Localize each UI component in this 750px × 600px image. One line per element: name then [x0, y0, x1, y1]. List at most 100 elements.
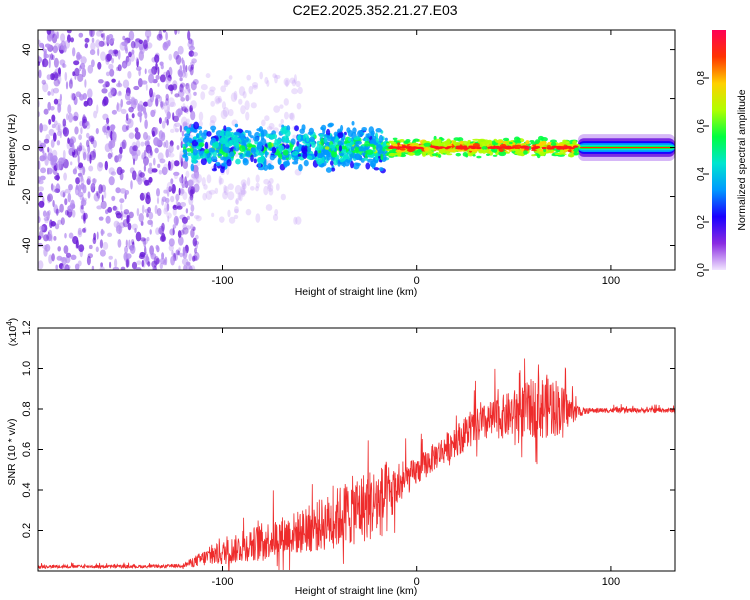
spectrogram-haze-cell [267, 180, 272, 190]
spectrogram-noise-cell [89, 99, 92, 107]
spectrogram-strong-band-cell [476, 155, 482, 159]
spectrogram-peak-cell [551, 145, 559, 149]
spectrogram-noise-cell [62, 191, 66, 198]
spectrogram-band-cell [211, 155, 218, 162]
spectrogram-haze-cell [293, 74, 297, 84]
spectrogram-noise-cell [131, 223, 138, 230]
spectrogram-haze-cell [242, 91, 247, 99]
spectrogram-noise-cell [82, 116, 87, 124]
spectrogram-noise-cell [145, 83, 148, 91]
spectrogram-noise-cell [89, 150, 97, 161]
snr-x-tick-label: 0 [414, 576, 420, 588]
spectrogram-noise-cell [72, 168, 77, 175]
spectrogram-band-cell [358, 130, 364, 135]
spectrogram-haze-cell [272, 214, 279, 222]
spectrogram-noise-cell [168, 238, 175, 247]
spectrogram-noise-cell [91, 265, 95, 270]
spectrogram-noise-cell [111, 195, 116, 201]
spectrogram-haze-cell [195, 215, 202, 222]
spectrogram-band-cell [221, 135, 227, 142]
spectrogram-peak-cell [535, 146, 541, 149]
spectrogram-haze-cell [198, 120, 203, 128]
spectrogram-noise-cell [179, 176, 183, 183]
spectrogram-noise-cell [155, 227, 161, 235]
spectrogram-noise-cell [120, 210, 123, 221]
spectrogram-noise-cell [194, 247, 197, 254]
spectrogram-strong-band-cell [557, 143, 565, 147]
spectrogram-band-cell [298, 164, 303, 172]
spectrogram-noise-cell [192, 237, 197, 247]
spectrogram-noise-cell [155, 94, 161, 99]
spectrogram-noise-cell [172, 227, 175, 236]
spectrogram-haze-cell [168, 152, 175, 158]
spectrogram-noise-cell [63, 172, 67, 181]
spectrogram-haze-cell [228, 108, 234, 117]
spectrogram-noise-cell [149, 149, 153, 156]
spectrogram-band-cell [204, 141, 209, 150]
spectrogram-noise-cell [136, 260, 142, 266]
spectrogram-band-cell [253, 153, 257, 158]
spectrogram-noise-cell [135, 57, 139, 62]
snr-y-tick-label: 1.0 [21, 361, 33, 376]
spectrogram-noise-cell [146, 236, 150, 242]
spectrogram-band-cell [316, 143, 324, 152]
spectrogram-noise-cell [115, 206, 119, 213]
spectrogram-noise-cell [112, 266, 120, 270]
spectrogram-noise-cell [78, 134, 82, 141]
spectrogram-noise-cell [162, 260, 166, 266]
spectrogram-band-cell [231, 134, 238, 142]
spectrogram-noise-cell [152, 264, 155, 270]
spectrogram-noise-cell [48, 128, 55, 136]
spectrogram-noise-cell [100, 262, 103, 268]
spectrogram-noise-cell [180, 157, 183, 168]
spectrogram-noise-cell [147, 99, 153, 107]
spectrogram-noise-cell [79, 167, 86, 174]
spectrogram-noise-cell [50, 183, 54, 191]
spectrogram-noise-cell [117, 239, 122, 248]
spectrogram-strong-band-cell [497, 140, 504, 144]
spectrogram-haze-cell [275, 74, 281, 79]
spectrogram-noise-cell [70, 37, 74, 43]
spectrogram-haze-cell [206, 174, 212, 184]
spectrogram-haze-cell [233, 214, 239, 220]
spectrogram-noise-cell [147, 261, 151, 267]
spectrogram-noise-cell [182, 246, 186, 255]
spectrogram-peak-cell [546, 147, 555, 150]
spectrogram-band-cell [289, 143, 293, 151]
spectrogram-haze-cell [268, 188, 274, 196]
spectrogram-noise-cell [62, 149, 66, 160]
spectrogram-noise-cell [64, 198, 68, 206]
spectrogram-haze-cell [255, 174, 260, 183]
spectrogram-noise-cell [128, 132, 135, 139]
spectrogram-haze-cell [205, 73, 211, 79]
spectrogram-noise-cell [74, 126, 79, 135]
spectrogram-band-cell [271, 146, 277, 154]
spectrogram-noise-cell [115, 187, 121, 194]
spectrogram-noise-cell [111, 196, 115, 202]
spectrogram-noise-cell [124, 245, 129, 254]
spectrogram-haze-cell [187, 92, 192, 101]
spectrogram-noise-cell [182, 227, 189, 235]
spectrogram-haze-cell [289, 112, 295, 121]
spectrogram-strong-band-cell [483, 139, 490, 145]
spectrogram-noise-cell [64, 209, 69, 216]
spectrogram-noise-cell [71, 93, 76, 101]
spectrogram-noise-cell [175, 217, 178, 227]
spectrogram-noise-cell [124, 58, 132, 67]
spectrogram-noise-cell [167, 104, 171, 112]
spectrogram-strong-band-cell [477, 138, 485, 144]
spectrogram-band-cell [331, 145, 335, 152]
spectrogram-strong-band-cell [397, 152, 402, 157]
spectrogram-noise-cell [84, 37, 90, 43]
spectrogram-strong-band-cell [485, 148, 490, 153]
spectrogram-noise-cell [161, 198, 165, 206]
spectrogram-haze-cell [273, 105, 281, 113]
spectrogram-noise-cell [152, 92, 156, 97]
spectrogram-noise-cell [75, 177, 80, 185]
spectrogram-band-cell [346, 142, 351, 150]
spectrogram-noise-cell [135, 231, 142, 242]
spectrogram-haze-cell [208, 189, 216, 195]
spectrogram-noise-cell [136, 58, 139, 68]
spectrogram-peak-cell [567, 146, 576, 150]
spectrogram-noise-cell [43, 234, 49, 242]
